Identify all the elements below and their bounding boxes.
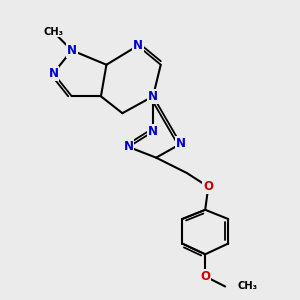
- Text: N: N: [67, 44, 77, 57]
- Text: N: N: [48, 67, 59, 80]
- Text: N: N: [176, 137, 186, 150]
- Text: N: N: [148, 90, 158, 103]
- Text: N: N: [133, 39, 143, 52]
- Text: CH₃: CH₃: [44, 27, 63, 37]
- Text: N: N: [148, 125, 158, 138]
- Text: O: O: [203, 180, 213, 193]
- Text: N: N: [124, 140, 134, 153]
- Text: CH₃: CH₃: [237, 281, 257, 292]
- Text: O: O: [200, 270, 210, 283]
